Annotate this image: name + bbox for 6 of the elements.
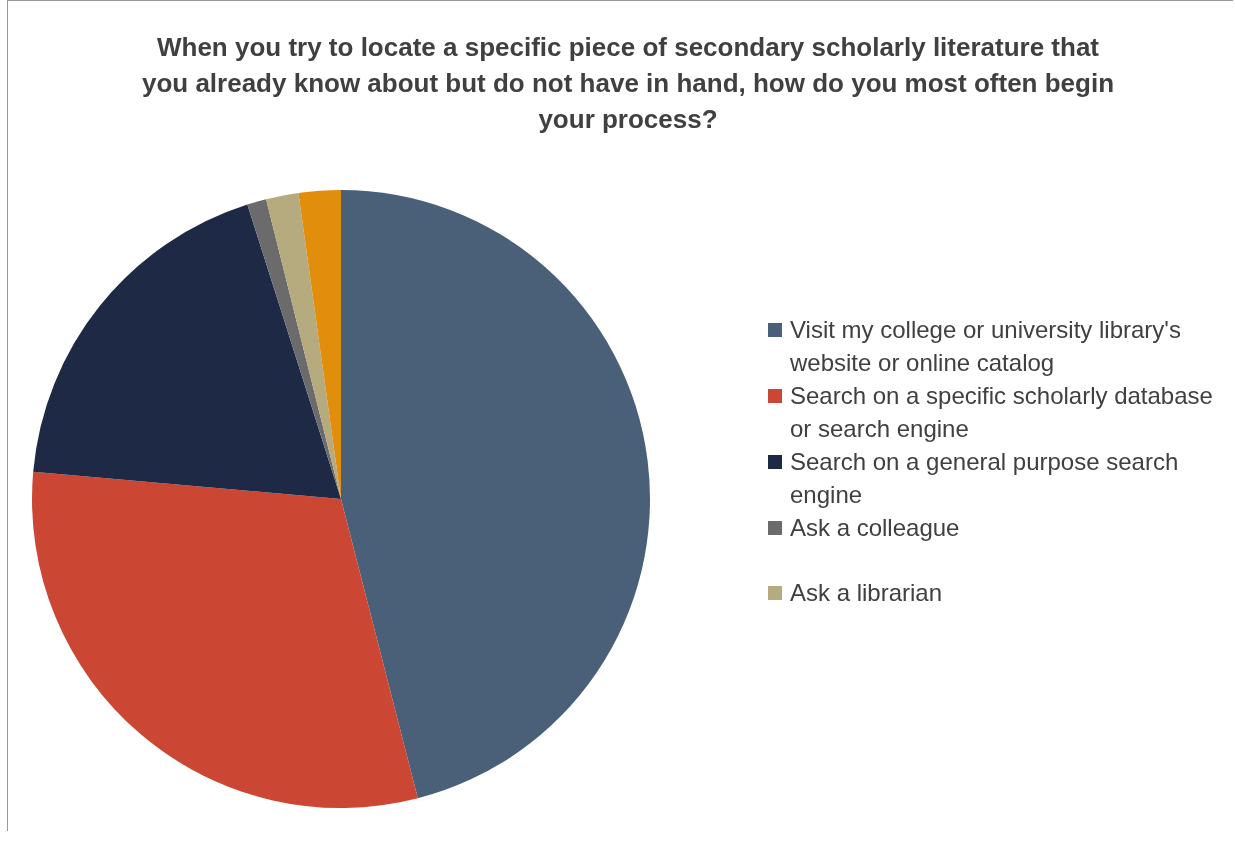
- legend-label: Search on a general purpose search engine: [790, 447, 1180, 510]
- legend-label: Search on a specific scholarly database or search engine: [790, 381, 1214, 444]
- legend-label: Visit my college or university library's website or online catalog: [790, 315, 1182, 378]
- legend-label: Ask a librarian: [790, 578, 943, 608]
- legend-label: Ask a colleague: [790, 513, 960, 543]
- chart-title: When you try to locate a specific piece of secondary scholarly literature that you already know about but do not have in hand, how do you most often begin your process?: [140, 31, 1116, 136]
